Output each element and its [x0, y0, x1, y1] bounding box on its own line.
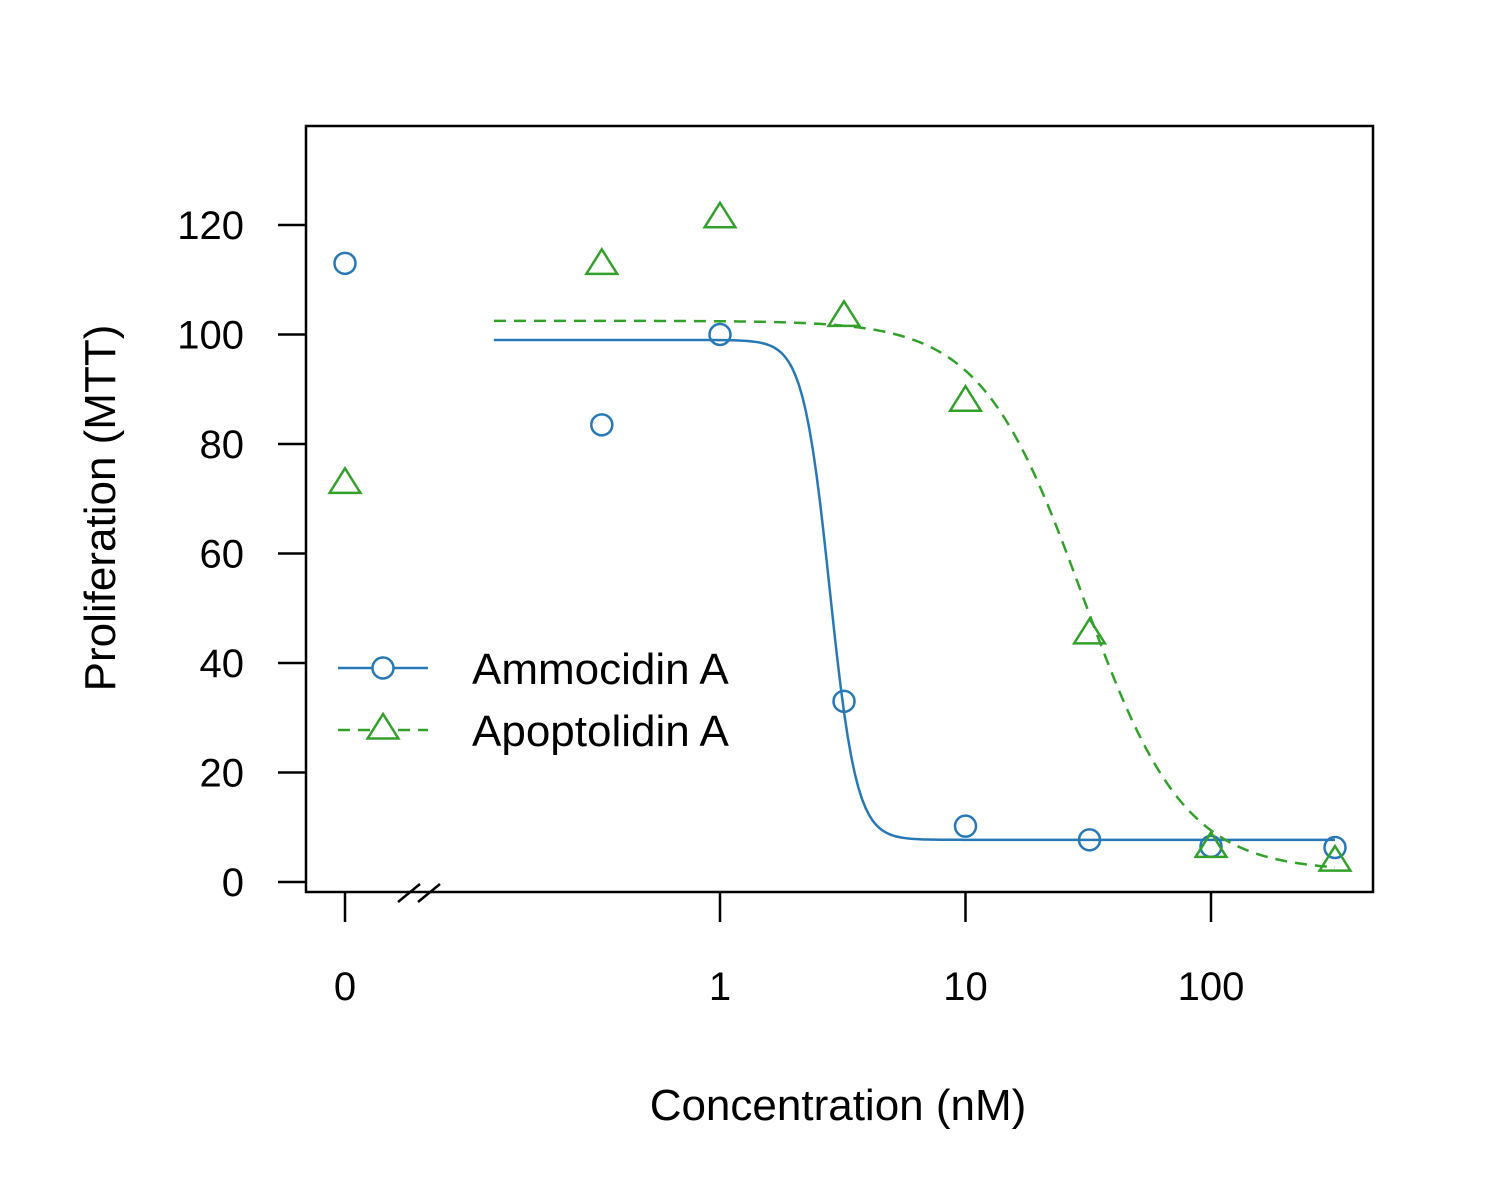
data-point-apoptolidin-a [1071, 616, 1108, 645]
y-tick-label: 120 [177, 204, 244, 248]
data-point-ammocidin-a [590, 413, 614, 437]
data-point-ammocidin-a [832, 689, 856, 714]
fit-curve-apoptolidin-a [493, 319, 1336, 869]
data-point-apoptolidin-a [826, 298, 862, 328]
x-tick-label: 1 [709, 965, 731, 1009]
data-point-apoptolidin-a [584, 246, 620, 276]
plot-frame [304, 124, 1375, 894]
legend-label: Ammocidin A [472, 645, 729, 694]
legend-marker [371, 656, 395, 680]
data-point-apoptolidin-a [1193, 830, 1229, 859]
legend: Ammocidin A Apoptolidin A [338, 645, 730, 756]
plot-area [327, 200, 1353, 872]
legend-marker [365, 711, 401, 740]
data-point-ammocidin-a [1077, 828, 1102, 852]
y-tick-label: 0 [222, 861, 244, 905]
data-point-ammocidin-a [333, 251, 357, 276]
data-point-apoptolidin-a [327, 465, 363, 495]
x-axis-title: Concentration (nM) [650, 1081, 1027, 1130]
y-tick-label: 40 [200, 642, 245, 686]
axis-break-mark [417, 883, 441, 903]
data-point-apoptolidin-a [702, 200, 738, 229]
y-tick-label: 100 [177, 314, 244, 358]
y-axis-title: Proliferation (MTT) [76, 325, 125, 692]
data-point-ammocidin-a [708, 322, 732, 347]
x-tick-label: 0 [334, 965, 356, 1009]
axis-break-mark [397, 883, 421, 903]
axes: 0 20 40 60 80 100 120 0 1 10 100 [177, 124, 1375, 1009]
x-tick-label: 10 [943, 965, 988, 1009]
y-tick-label: 80 [200, 423, 245, 467]
data-point-apoptolidin-a [1317, 843, 1353, 872]
data-point-ammocidin-a [953, 814, 978, 838]
legend-label: Apoptolidin A [472, 707, 730, 756]
x-tick-label: 100 [1178, 965, 1245, 1009]
data-point-apoptolidin-a [947, 383, 984, 412]
fit-curve-ammocidin-a [493, 338, 1336, 842]
y-tick-label: 20 [200, 752, 245, 796]
y-tick-label: 60 [200, 533, 245, 577]
data-point-ammocidin-a [1323, 835, 1347, 860]
